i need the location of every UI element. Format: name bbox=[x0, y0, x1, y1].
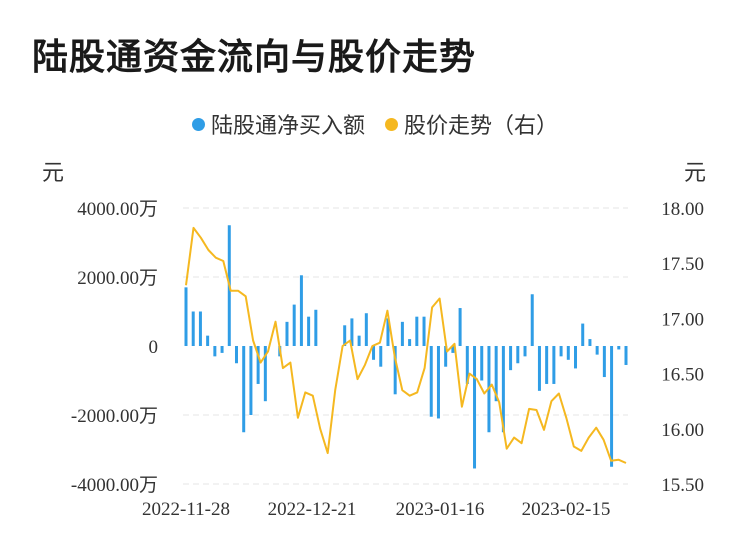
bar bbox=[494, 346, 498, 402]
bar bbox=[400, 321, 404, 346]
bar bbox=[386, 318, 390, 346]
bar bbox=[299, 275, 303, 346]
right-axis-ticks: 18.00 17.50 17.00 16.50 16.00 15.50 bbox=[661, 199, 704, 496]
price-line bbox=[185, 226, 627, 464]
right-tick-label: 15.50 bbox=[661, 475, 704, 496]
bar bbox=[234, 346, 238, 364]
bar bbox=[292, 304, 296, 346]
bar bbox=[574, 346, 578, 369]
left-axis-ticks: 4000.00万 2000.00万 0 -2000.00万 -4000.00万 bbox=[71, 199, 158, 496]
grid-lines bbox=[183, 207, 628, 485]
bar bbox=[408, 339, 412, 346]
legend-label-net-buy: 陆股通净买入额 bbox=[210, 114, 365, 139]
bar bbox=[617, 346, 621, 350]
legend-item-net-buy[interactable]: 陆股通净买入额 bbox=[191, 108, 365, 140]
left-tick-label: -4000.00万 bbox=[71, 475, 158, 496]
bar bbox=[364, 313, 368, 346]
bar bbox=[610, 346, 614, 467]
bar bbox=[429, 346, 433, 417]
bar bbox=[530, 294, 534, 346]
bar bbox=[350, 318, 354, 346]
x-tick-label: 2023-01-16 bbox=[396, 499, 485, 520]
legend: 陆股通净买入额 股价走势（右） bbox=[0, 108, 750, 140]
bar bbox=[220, 346, 224, 353]
bar bbox=[451, 346, 455, 353]
bar bbox=[501, 346, 505, 433]
right-tick-label: 17.50 bbox=[661, 254, 704, 275]
right-axis-unit: 元 bbox=[684, 161, 707, 186]
bar bbox=[509, 346, 513, 371]
bar bbox=[191, 311, 195, 346]
bar bbox=[537, 346, 541, 391]
bar bbox=[523, 346, 527, 357]
bar bbox=[566, 346, 570, 360]
bar bbox=[473, 346, 477, 469]
bar bbox=[213, 346, 217, 357]
line-series bbox=[185, 226, 627, 464]
bar bbox=[559, 346, 563, 357]
legend-label-price: 股价走势（右） bbox=[404, 114, 559, 139]
chart-title: 陆股通资金流向与股价走势 bbox=[32, 37, 477, 78]
bar bbox=[357, 335, 361, 346]
right-tick-label: 16.00 bbox=[661, 420, 704, 441]
right-tick-label: 18.00 bbox=[661, 199, 704, 220]
legend-dot-price bbox=[385, 117, 398, 131]
bar bbox=[480, 346, 484, 381]
bar bbox=[256, 346, 260, 384]
right-tick-label: 16.50 bbox=[661, 365, 704, 386]
x-tick-label: 2022-11-28 bbox=[142, 499, 230, 520]
bar bbox=[379, 346, 383, 367]
bar bbox=[249, 346, 253, 415]
bar bbox=[552, 346, 556, 384]
x-tick-label: 2023-02-15 bbox=[522, 499, 611, 520]
bar bbox=[595, 346, 599, 355]
bar bbox=[285, 321, 289, 346]
bar bbox=[581, 323, 585, 346]
bar bbox=[393, 346, 397, 395]
left-tick-label: 0 bbox=[149, 337, 159, 358]
left-tick-label: -2000.00万 bbox=[71, 406, 158, 427]
left-tick-label: 4000.00万 bbox=[77, 199, 158, 220]
x-tick-label: 2022-12-21 bbox=[268, 499, 357, 520]
left-axis-unit: 元 bbox=[42, 161, 65, 186]
bar bbox=[465, 346, 469, 384]
bar bbox=[545, 346, 549, 384]
bar bbox=[206, 335, 210, 346]
bar bbox=[198, 311, 202, 346]
bar bbox=[242, 346, 246, 433]
bar bbox=[314, 309, 318, 346]
bar bbox=[372, 346, 376, 360]
bar bbox=[415, 316, 419, 346]
bar bbox=[184, 287, 188, 346]
bar bbox=[624, 346, 628, 365]
legend-dot-net-buy bbox=[191, 117, 205, 131]
bar bbox=[343, 325, 347, 346]
bar bbox=[458, 308, 462, 346]
bar-series bbox=[184, 225, 628, 469]
legend-item-price[interactable]: 股价走势（右） bbox=[385, 108, 558, 140]
bar bbox=[602, 346, 606, 378]
bar bbox=[263, 346, 267, 402]
x-axis-ticks: 2022-11-28 2022-12-21 2023-01-16 2023-02-15 bbox=[142, 499, 610, 520]
bar bbox=[422, 316, 426, 346]
bar bbox=[307, 316, 311, 346]
bar bbox=[436, 346, 440, 419]
bar bbox=[588, 339, 592, 346]
right-tick-label: 17.00 bbox=[661, 309, 704, 330]
bar bbox=[516, 346, 520, 364]
bar bbox=[444, 346, 448, 367]
left-tick-label: 2000.00万 bbox=[77, 268, 158, 289]
